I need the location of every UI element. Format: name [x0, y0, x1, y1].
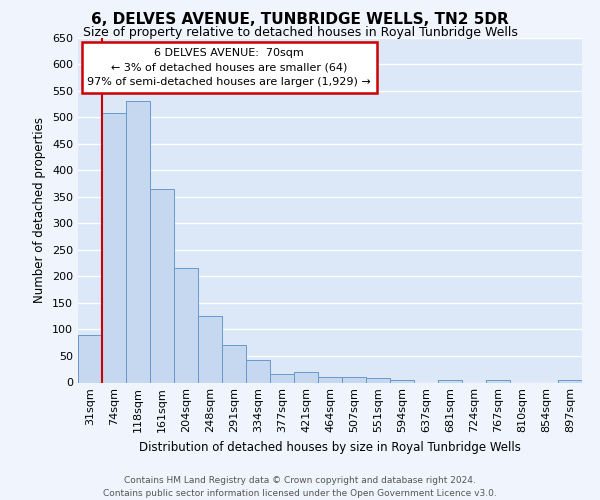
Bar — [126, 101, 150, 382]
Bar — [558, 380, 582, 382]
Bar — [342, 376, 366, 382]
Bar — [366, 378, 390, 382]
Bar — [390, 380, 414, 382]
Bar — [222, 346, 246, 383]
Bar — [246, 360, 270, 382]
Text: Size of property relative to detached houses in Royal Tunbridge Wells: Size of property relative to detached ho… — [83, 26, 517, 39]
Y-axis label: Number of detached properties: Number of detached properties — [34, 117, 46, 303]
Bar — [102, 114, 126, 382]
Bar — [270, 374, 294, 382]
Bar — [438, 380, 462, 382]
Bar — [150, 189, 174, 382]
Bar — [294, 372, 318, 382]
Text: Contains HM Land Registry data © Crown copyright and database right 2024.
Contai: Contains HM Land Registry data © Crown c… — [103, 476, 497, 498]
Bar — [78, 334, 102, 382]
Text: 6 DELVES AVENUE:  70sqm
← 3% of detached houses are smaller (64)
97% of semi-det: 6 DELVES AVENUE: 70sqm ← 3% of detached … — [88, 48, 371, 88]
Bar — [174, 268, 198, 382]
X-axis label: Distribution of detached houses by size in Royal Tunbridge Wells: Distribution of detached houses by size … — [139, 441, 521, 454]
Bar — [486, 380, 510, 382]
Bar — [318, 376, 342, 382]
Text: 6, DELVES AVENUE, TUNBRIDGE WELLS, TN2 5DR: 6, DELVES AVENUE, TUNBRIDGE WELLS, TN2 5… — [91, 12, 509, 28]
Bar — [198, 316, 222, 382]
